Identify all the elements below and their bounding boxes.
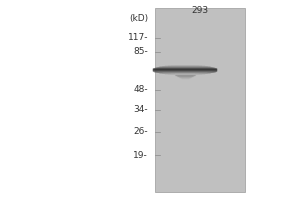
Text: 117-: 117- [128, 33, 148, 43]
Text: 293: 293 [191, 6, 208, 15]
Bar [155, 8, 245, 192]
Text: 26-: 26- [134, 128, 148, 136]
Text: (kD): (kD) [129, 14, 148, 22]
Text: 85-: 85- [133, 47, 148, 56]
Text: 34-: 34- [134, 106, 148, 114]
Text: 48-: 48- [134, 86, 148, 95]
Text: 19-: 19- [133, 150, 148, 160]
